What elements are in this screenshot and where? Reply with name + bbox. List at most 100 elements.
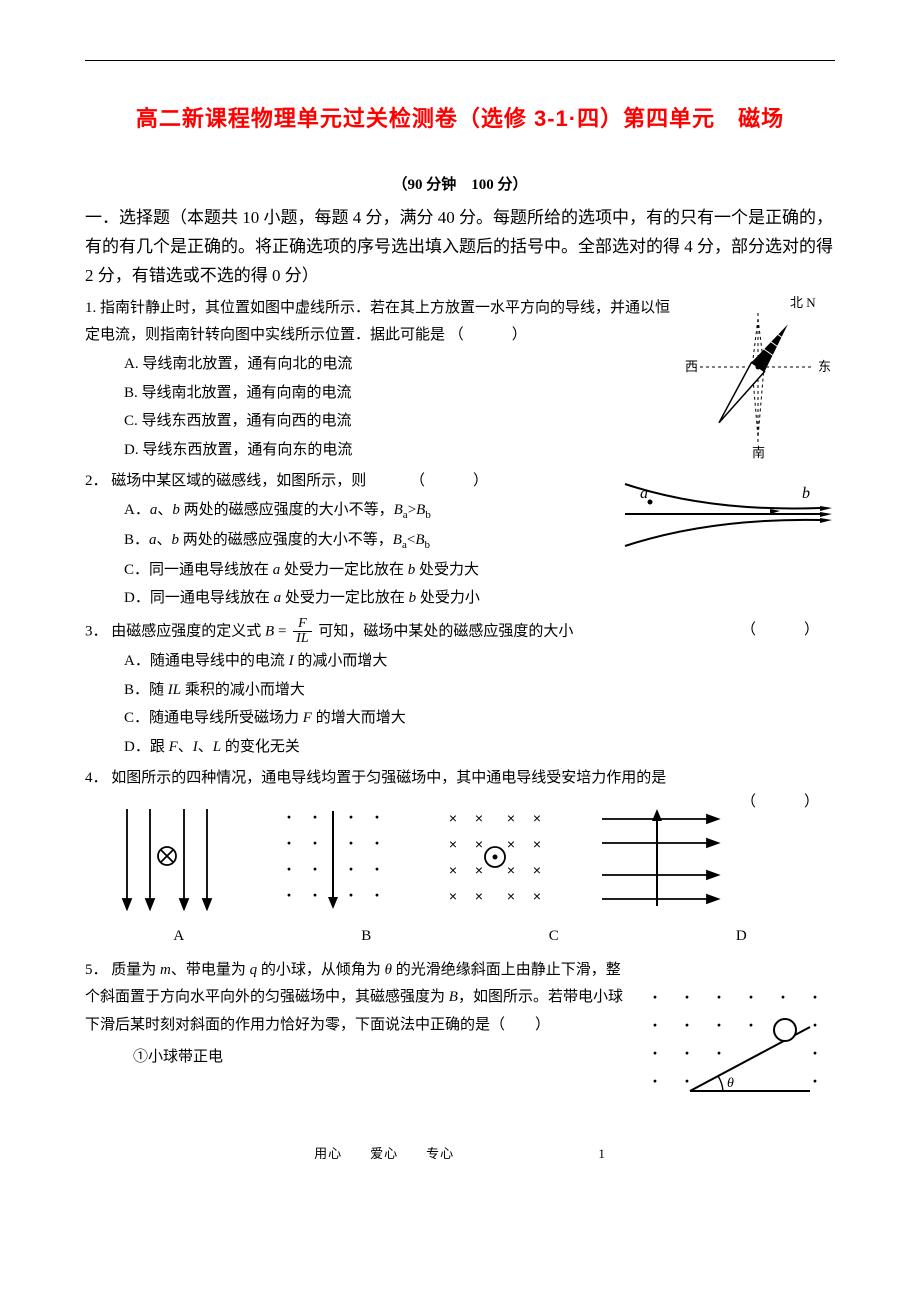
question-4: 4． 如图所示的四种情况，通电导线均置于匀强磁场中，其中通电导线受安培力作用的是… (85, 765, 835, 951)
svg-text:·: · (748, 987, 754, 1007)
q4-stem: 如图所示的四种情况，通电导线均置于匀强磁场中，其中通电导线受安培力作用的是 (111, 770, 666, 786)
svg-text:·: · (348, 833, 354, 853)
svg-text:·: · (374, 833, 380, 853)
svg-text:·: · (652, 987, 658, 1007)
svg-text:·: · (374, 859, 380, 879)
svg-text:·: · (684, 1043, 690, 1063)
q3-formula-den: IL (293, 632, 311, 647)
q2-opt-c: C．同一通电导线放在 a 处受力一定比放在 b 处受力大 (124, 556, 835, 585)
q3-paren: （ ） (741, 617, 825, 645)
q4-label-c: C (494, 923, 614, 951)
q3-formula-num: F (293, 617, 311, 633)
q3-opt-d: D．跟 F、I、L 的变化无关 (124, 733, 835, 762)
svg-text:·: · (286, 859, 292, 879)
q2-stem: 磁场中某区域的磁感线，如图所示，则 (111, 473, 366, 489)
q4-figures-row: ···· ···· ···· ···· ×××× ×××× ×××× (85, 799, 741, 919)
svg-text:b: b (802, 485, 810, 502)
top-rule (85, 60, 835, 61)
svg-text:·: · (684, 1015, 690, 1035)
q4-fig-d (594, 799, 724, 919)
q3-opt-a: A．随通电导线中的电流 I 的减小而增大 (124, 647, 835, 676)
svg-text:·: · (286, 885, 292, 905)
svg-text:·: · (312, 807, 318, 827)
exam-subtitle: （90 分钟 100 分） (85, 173, 835, 194)
svg-text:·: · (812, 1043, 818, 1063)
svg-text:·: · (312, 859, 318, 879)
label-west: 西 (685, 359, 698, 374)
svg-text:·: · (684, 987, 690, 1007)
svg-text:·: · (286, 833, 292, 853)
q4-label-d: D (681, 923, 801, 951)
q2-paren: （ ） (410, 473, 494, 489)
svg-text:·: · (684, 1071, 690, 1091)
q3-options: A．随通电导线中的电流 I 的减小而增大 B．随 IL 乘积的减小而增大 C．随… (85, 647, 835, 761)
q2-number: 2 (85, 473, 93, 489)
footer-motto: 用心 爱心 专心 (314, 1146, 454, 1161)
q2-figure: a b (620, 474, 835, 554)
q5-stem: 质量为 m、带电量为 q 的小球，从倾角为 θ 的光滑绝缘斜面上由静止下滑，整个… (85, 962, 623, 1034)
svg-text:·: · (812, 1071, 818, 1091)
q4-number: 4 (85, 770, 93, 786)
q4-paren: （ ） (741, 789, 825, 817)
svg-text:×: × (475, 836, 483, 852)
label-south: 南 (752, 445, 765, 460)
svg-text:·: · (716, 1043, 722, 1063)
exam-title: 高二新课程物理单元过关检测卷（选修 3-1·四）第四单元 磁场 (85, 101, 835, 133)
svg-text:×: × (507, 888, 515, 904)
q4-label-b: B (306, 923, 426, 951)
page-footer: 用心 爱心 专心 1 (85, 1143, 835, 1162)
label-north: 北 N (790, 295, 816, 310)
q3-opt-c: C．随通电导线所受磁场力 F 的增大而增大 (124, 704, 835, 733)
svg-text:a: a (640, 485, 648, 502)
svg-text:×: × (507, 810, 515, 826)
svg-text:×: × (533, 810, 541, 826)
svg-text:·: · (748, 1015, 754, 1035)
svg-text:·: · (652, 1071, 658, 1091)
footer-page-number: 1 (598, 1146, 606, 1161)
svg-text:·: · (652, 1043, 658, 1063)
q3-opt-b: B．随 IL 乘积的减小而增大 (124, 676, 835, 705)
svg-text:·: · (312, 885, 318, 905)
q1-stem: 指南针静止时，其位置如图中虚线所示．若在其上方放置一水平方向的导线，并通以恒定电… (85, 300, 670, 344)
svg-text:×: × (475, 888, 483, 904)
svg-text:·: · (780, 987, 786, 1007)
page: 高二新课程物理单元过关检测卷（选修 3-1·四）第四单元 磁场 （90 分钟 1… (0, 0, 920, 1192)
q3-formula-frac: F IL (293, 617, 311, 647)
svg-text:×: × (475, 862, 483, 878)
q3-stem-pre: 由磁感应强度的定义式 (111, 623, 265, 639)
svg-text:·: · (716, 1015, 722, 1035)
svg-text:·: · (374, 885, 380, 905)
svg-text:×: × (449, 862, 457, 878)
question-1: 北 N 西 东 南 1. (85, 295, 835, 465)
svg-text:·: · (348, 885, 354, 905)
svg-text:×: × (475, 810, 483, 826)
svg-text:×: × (533, 862, 541, 878)
svg-text:×: × (449, 810, 457, 826)
q4-sublabels: A B C D (85, 923, 835, 951)
q4-fig-b: ···· ···· ···· ···· (266, 799, 396, 919)
svg-text:×: × (533, 836, 541, 852)
svg-text:·: · (812, 987, 818, 1007)
svg-text:·: · (652, 1015, 658, 1035)
q1-figure: 北 N 西 东 南 (680, 295, 835, 460)
svg-text:θ: θ (727, 1076, 734, 1091)
section-instructions: 一．选择题（本题共 10 小题，每题 4 分，满分 40 分。每题所给的选项中，… (85, 204, 835, 291)
question-3: 3． 由磁感应强度的定义式 B = F IL 可知，磁场中某处的磁感应强度的大小… (85, 617, 835, 761)
q3-formula-lhs: B (265, 623, 274, 639)
svg-text:×: × (449, 836, 457, 852)
svg-text:·: · (812, 1015, 818, 1035)
q3-stem-post: 可知，磁场中某处的磁感应强度的大小 (318, 623, 573, 639)
q1-paren: （ ） (449, 327, 533, 343)
svg-text:·: · (286, 807, 292, 827)
q5-number: 5 (85, 962, 93, 978)
svg-text:×: × (507, 836, 515, 852)
svg-text:×: × (449, 888, 457, 904)
q4-fig-a (102, 799, 232, 919)
svg-text:×: × (507, 862, 515, 878)
question-2: 2． 磁场中某区域的磁感线，如图所示，则 （ ） a b A．a、b 两处的磁感… (85, 468, 835, 613)
question-5: ······ ······ ···· ··· θ 5． 质量为 m、带电量为 q… (85, 957, 835, 1103)
q4-fig-c: ×××× ×××× ×××× ×××× (430, 799, 560, 919)
q5-figure: ······ ······ ···· ··· θ (635, 983, 835, 1103)
q2-opt-d: D．同一通电导线放在 a 处受力一定比放在 b 处受力小 (124, 584, 835, 613)
q3-number: 3 (85, 623, 93, 639)
